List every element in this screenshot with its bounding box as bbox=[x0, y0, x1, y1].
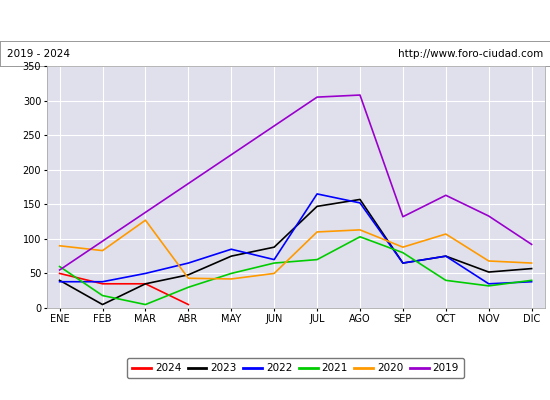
Text: http://www.foro-ciudad.com: http://www.foro-ciudad.com bbox=[398, 49, 543, 59]
Text: 2019 - 2024: 2019 - 2024 bbox=[7, 49, 70, 59]
Legend: 2024, 2023, 2022, 2021, 2020, 2019: 2024, 2023, 2022, 2021, 2020, 2019 bbox=[127, 358, 464, 378]
Text: Evolucion Nº Turistas Extranjeros en el municipio de Mozárbez: Evolucion Nº Turistas Extranjeros en el … bbox=[67, 14, 483, 28]
